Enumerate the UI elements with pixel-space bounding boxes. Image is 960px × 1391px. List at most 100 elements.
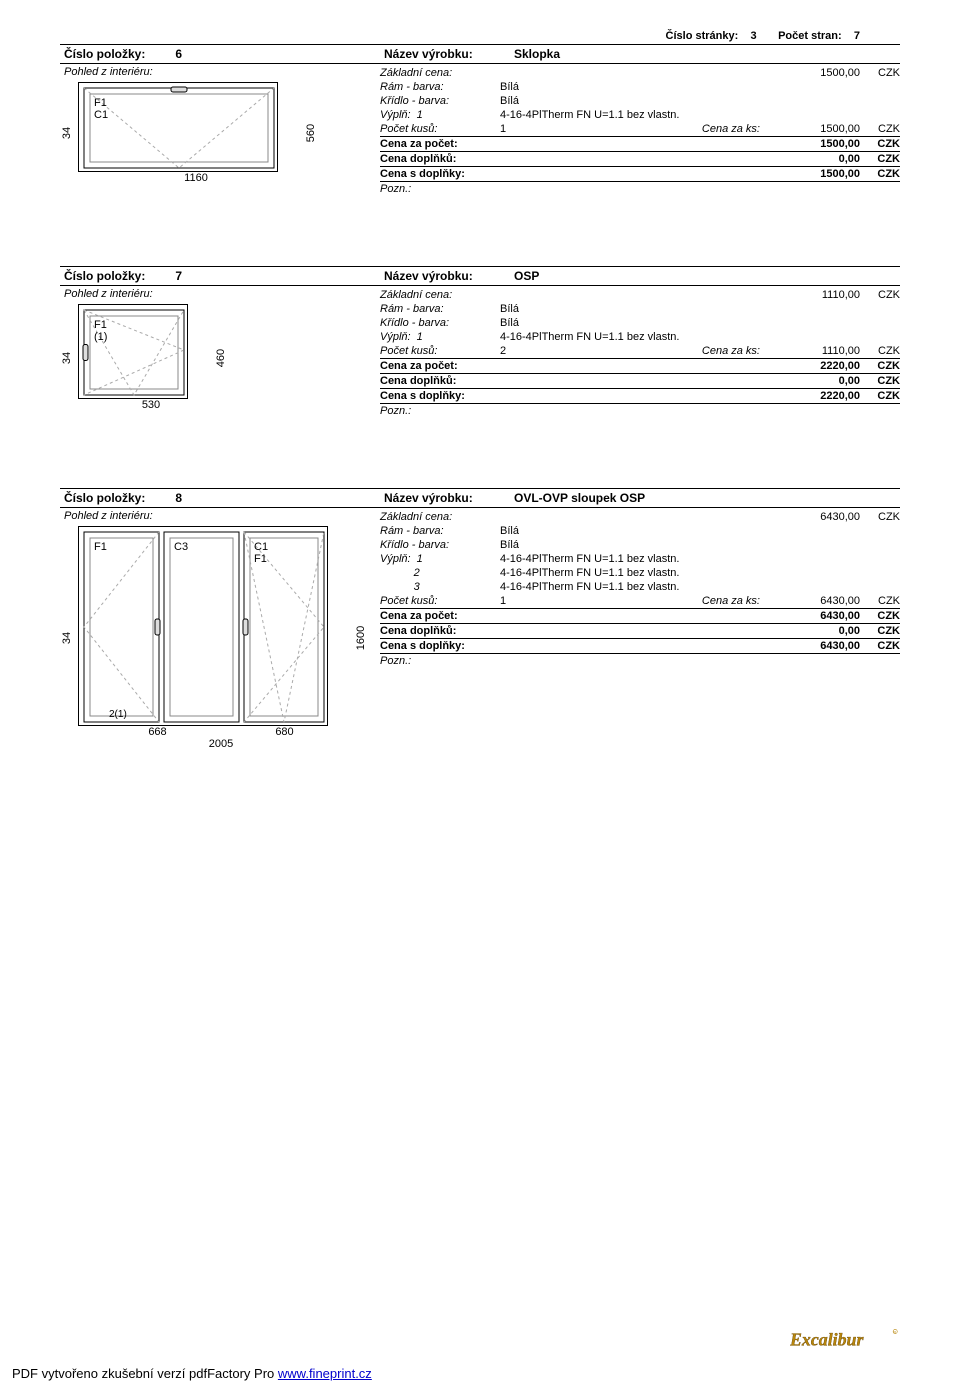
footer-text: PDF vytvořeno zkušební verzí pdfFactory … <box>12 1366 278 1381</box>
spec-value <box>500 138 770 150</box>
spec-value <box>500 289 770 301</box>
logo: Excalibur R <box>790 1326 900 1357</box>
spec-row: Cena za počet:6430,00CZK <box>380 608 900 624</box>
product-name: OVL-OVP sloupek OSP <box>514 491 896 505</box>
spec-row: Cena za počet:1500,00CZK <box>380 136 900 152</box>
spec-row: Křídlo - barva:Bílá <box>380 538 900 552</box>
spec-label: Rám - barva: <box>380 525 500 537</box>
spec-column: Základní cena:1500,00CZKRám - barva:Bílá… <box>380 64 900 196</box>
spec-currency: CZK <box>860 67 900 79</box>
spec-currency <box>860 95 900 107</box>
count-value: 1 <box>500 123 525 135</box>
spec-label: Základní cena: <box>380 67 500 79</box>
count-value: 1 <box>500 595 525 607</box>
svg-text:F1: F1 <box>94 97 107 109</box>
spec-price <box>770 81 860 93</box>
spec-currency: CZK <box>860 153 900 165</box>
spec-label: Rám - barva: <box>380 303 500 315</box>
note-label: Pozn.: <box>380 183 411 195</box>
spec-price <box>770 317 860 329</box>
product-name: OSP <box>514 269 896 283</box>
per-unit-currency: CZK <box>860 123 900 135</box>
count-row: Počet kusů:1Cena za ks:1500,00CZK <box>380 122 900 136</box>
drawing-wrap: 34F1C3C1F12(1)66868020051600 <box>60 526 380 750</box>
spec-label: Křídlo - barva: <box>380 95 500 107</box>
item-block: Číslo položky:6Název výrobku:SklopkaPohl… <box>60 44 900 196</box>
spec-currency: CZK <box>860 168 900 180</box>
drawing-wrap: 34F1(1)530460 <box>60 304 380 411</box>
spec-column: Základní cena:1110,00CZKRám - barva:Bílá… <box>380 286 900 418</box>
per-unit-price: 1500,00 <box>770 123 860 135</box>
item-number: 7 <box>175 269 182 283</box>
dim-width: 6686802005 <box>96 726 346 750</box>
per-unit-currency: CZK <box>860 345 900 357</box>
spec-value: Bílá <box>500 525 770 537</box>
spec-price: 1500,00 <box>770 168 860 180</box>
spec-value: Bílá <box>500 81 770 93</box>
spec-price <box>770 331 860 343</box>
drawing-column: Pohled z interiéru: 34F1(1)530460 <box>60 286 380 418</box>
spec-value <box>500 625 770 637</box>
svg-text:F1: F1 <box>94 541 107 553</box>
svg-text:2(1): 2(1) <box>109 709 127 720</box>
spec-label: Výplň: 1 <box>380 109 500 121</box>
spec-label: Výplň: 1 <box>380 331 500 343</box>
spec-price: 1500,00 <box>770 67 860 79</box>
per-unit-label: Cena za ks: <box>525 345 770 357</box>
item-number: 6 <box>175 47 182 61</box>
spec-currency <box>860 109 900 121</box>
window-drawing: F1C1 <box>78 82 278 172</box>
spec-row: Výplň: 14-16-4PlTherm FN U=1.1 bez vlast… <box>380 552 900 566</box>
spec-row: Cena s doplňky:6430,00CZK <box>380 639 900 654</box>
spec-value <box>500 153 770 165</box>
spec-column: Základní cena:6430,00CZKRám - barva:Bílá… <box>380 508 900 750</box>
spec-currency: CZK <box>860 375 900 387</box>
spec-value <box>500 640 770 652</box>
spec-currency: CZK <box>860 390 900 402</box>
product-name-label: Název výrobku: <box>384 269 514 283</box>
spec-row: Křídlo - barva:Bílá <box>380 316 900 330</box>
spec-price: 6430,00 <box>770 511 860 523</box>
per-unit-label: Cena za ks: <box>525 595 770 607</box>
per-unit-currency: CZK <box>860 595 900 607</box>
spec-price <box>770 109 860 121</box>
view-label: Pohled z interiéru: <box>60 288 380 300</box>
spec-row: Základní cena:1110,00CZK <box>380 288 900 302</box>
spec-row: Cena doplňků:0,00CZK <box>380 152 900 167</box>
spec-value: 4-16-4PlTherm FN U=1.1 bez vlastn. <box>500 581 770 593</box>
spec-price: 6430,00 <box>770 610 860 622</box>
dim-offset-left: 34 <box>61 631 73 645</box>
svg-text:C3: C3 <box>174 541 188 553</box>
item-content: Pohled z interiéru:34F1C11160560Základní… <box>60 64 900 196</box>
page-num: 3 <box>751 30 757 42</box>
spec-currency <box>860 81 900 93</box>
count-label: Počet kusů: <box>380 595 500 607</box>
page-total: 7 <box>854 30 860 42</box>
spec-currency <box>860 303 900 315</box>
spec-label: Cena doplňků: <box>380 375 500 387</box>
dim-height: 1600 <box>355 623 367 653</box>
footer-link[interactable]: www.fineprint.cz <box>278 1366 372 1381</box>
spec-currency: CZK <box>860 360 900 372</box>
spec-value <box>500 168 770 180</box>
spec-label: Základní cena: <box>380 289 500 301</box>
spec-label: Cena za počet: <box>380 138 500 150</box>
spec-price <box>770 553 860 565</box>
spec-row: Křídlo - barva:Bílá <box>380 94 900 108</box>
spec-currency <box>860 317 900 329</box>
per-unit-price: 6430,00 <box>770 595 860 607</box>
drawing-column: Pohled z interiéru:34F1C3C1F12(1)6686802… <box>60 508 380 750</box>
spec-row: Výplň: 14-16-4PlTherm FN U=1.1 bez vlast… <box>380 108 900 122</box>
spec-value: 4-16-4PlTherm FN U=1.1 bez vlastn. <box>500 109 770 121</box>
spec-row: Výplň: 14-16-4PlTherm FN U=1.1 bez vlast… <box>380 330 900 344</box>
spec-label: Křídlo - barva: <box>380 317 500 329</box>
spec-value: Bílá <box>500 95 770 107</box>
spec-label: Cena za počet: <box>380 360 500 372</box>
note-row: Pozn.: <box>380 404 900 418</box>
spec-label: 3 <box>380 581 500 593</box>
spec-currency <box>860 539 900 551</box>
dim-offset-left: 34 <box>61 126 73 140</box>
view-label: Pohled z interiéru: <box>60 510 380 522</box>
item-title-row: Číslo položky:6Název výrobku:Sklopka <box>60 44 900 64</box>
spec-row: Rám - barva:Bílá <box>380 80 900 94</box>
